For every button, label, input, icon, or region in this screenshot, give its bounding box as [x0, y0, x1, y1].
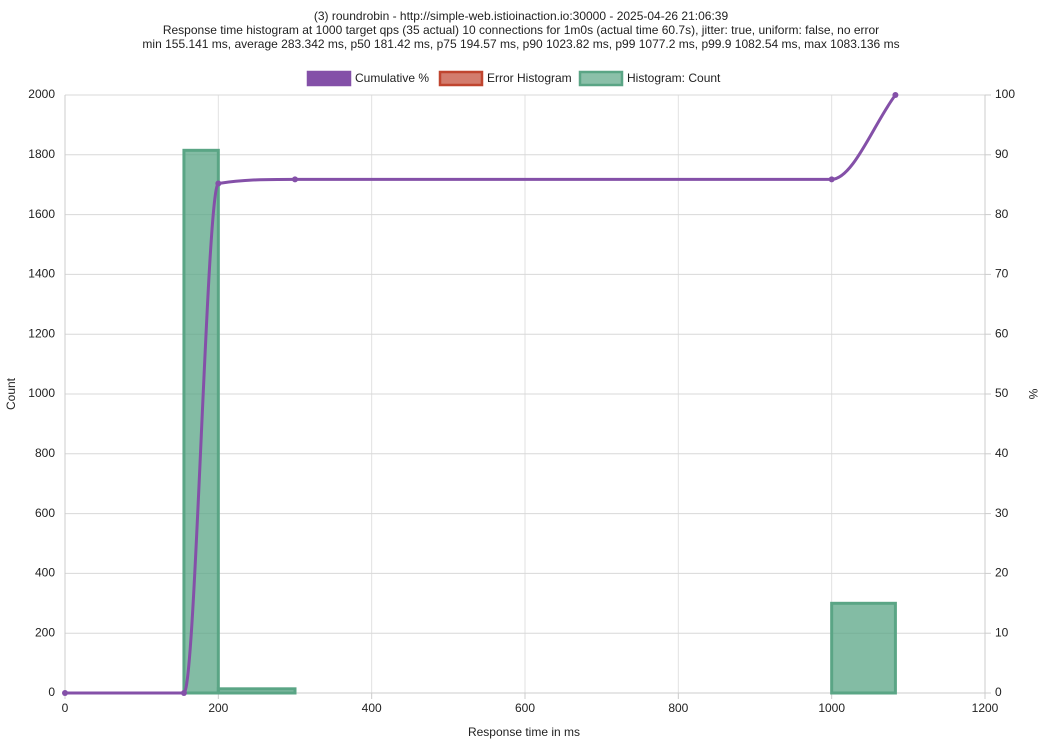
- y-tick-label: 0: [48, 685, 55, 699]
- y-tick-label: 1000: [28, 386, 55, 400]
- chart-title: (3) roundrobin - http://simple-web.istio…: [314, 9, 729, 23]
- legend-label: Histogram: Count: [627, 71, 721, 85]
- y-tick-label: 1400: [28, 267, 55, 281]
- y2-tick-label: 30: [995, 506, 1009, 520]
- cumulative-point: [892, 92, 899, 98]
- legend-swatch: [438, 70, 484, 87]
- x-axis-label: Response time in ms: [468, 725, 580, 739]
- cumulative-point: [828, 176, 835, 183]
- x-tick-label: 400: [362, 701, 382, 715]
- y-tick-label: 600: [35, 506, 55, 520]
- y-tick-label: 1200: [28, 326, 55, 340]
- x-tick-label: 200: [208, 701, 228, 715]
- y-tick-label: 2000: [28, 87, 55, 101]
- cumulative-point: [180, 690, 187, 696]
- cumulative-point: [292, 176, 298, 183]
- y-tick-label: 400: [35, 566, 55, 580]
- y-tick-label: 800: [35, 446, 55, 460]
- y2-tick-label: 60: [995, 326, 1009, 340]
- y2-tick-label: 80: [995, 207, 1009, 221]
- y2-tick-label: 0: [995, 685, 1002, 699]
- cumulative-point: [62, 690, 68, 696]
- y2-tick-label: 90: [995, 147, 1009, 161]
- x-tick-label: 1000: [818, 701, 845, 715]
- legend-label: Cumulative %: [355, 71, 429, 85]
- legend-swatch: [578, 70, 624, 87]
- x-tick-label: 600: [515, 701, 535, 715]
- chart-title: min 155.141 ms, average 283.342 ms, p50 …: [142, 37, 899, 51]
- y-tick-label: 1600: [28, 207, 55, 221]
- y-tick-label: 1800: [28, 147, 55, 161]
- y-axis-label: Count: [4, 377, 18, 410]
- y2-tick-label: 40: [995, 446, 1009, 460]
- legend-label: Error Histogram: [487, 71, 572, 85]
- y2-tick-label: 50: [995, 386, 1009, 400]
- y2-tick-label: 10: [995, 625, 1009, 639]
- chart-title: Response time histogram at 1000 target q…: [163, 23, 879, 37]
- histogram-bar: [830, 601, 897, 695]
- legend-swatch: [306, 70, 352, 87]
- x-tick-label: 1200: [972, 701, 999, 715]
- x-tick-label: 0: [62, 701, 69, 715]
- y2-axis-label: %: [1026, 389, 1040, 400]
- y2-tick-label: 70: [995, 267, 1009, 281]
- histogram-bar: [216, 687, 297, 695]
- y2-tick-label: 20: [995, 566, 1009, 580]
- x-tick-label: 800: [668, 701, 688, 715]
- cumulative-point: [215, 180, 222, 187]
- y2-tick-label: 100: [995, 87, 1015, 101]
- y-tick-label: 200: [35, 625, 55, 639]
